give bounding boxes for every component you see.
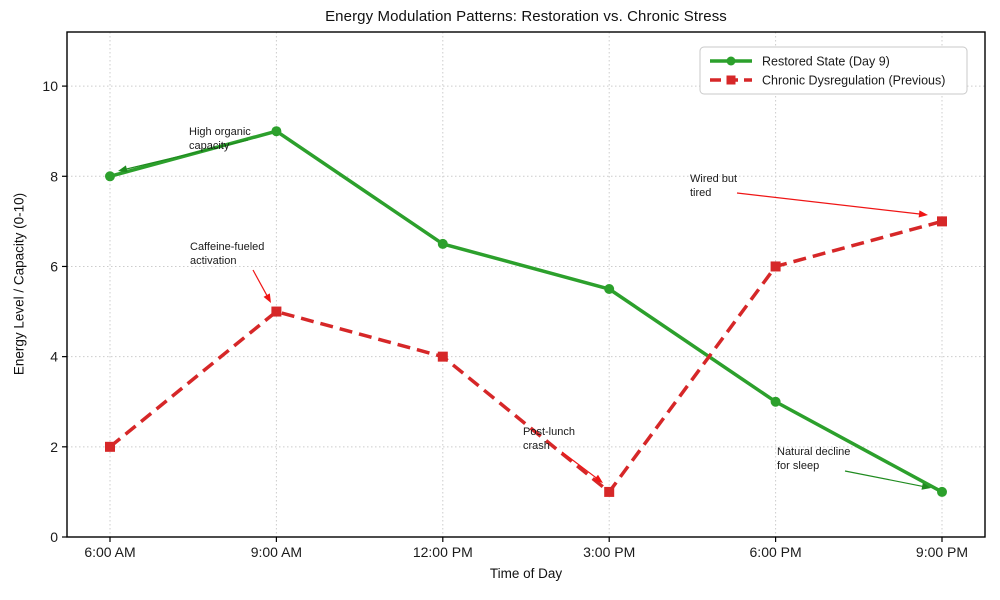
annotation-arrowhead [263, 293, 271, 303]
x-tick-label: 9:00 AM [251, 544, 302, 560]
gridlines [67, 32, 985, 538]
annotation-arrowhead [118, 165, 128, 173]
series-line-0 [109, 129, 943, 494]
data-point [437, 351, 448, 362]
axes: 6:00 AM 9:00 AM 12:00 PM 3:00 PM 6:00 PM 9:00… [42, 31, 986, 560]
annotation-arrowhead [593, 474, 603, 483]
y-tick-label: 6 [50, 258, 58, 274]
x-tick-label: 6:00 PM [750, 544, 802, 560]
annotation-text: Post-lunch crash [523, 426, 575, 452]
annotation-arrowhead [921, 482, 931, 490]
annotation-2: Post-lunch crash [523, 426, 603, 483]
x-axis-label: Time of Day [489, 566, 563, 581]
annotation-1: Caffeine-fueled activation [190, 241, 271, 303]
legend-box [699, 46, 968, 95]
data-point [937, 486, 947, 497]
legend-label: Restored State (Day 9) [762, 55, 890, 69]
y-tick-label: 2 [50, 439, 58, 455]
y-tick-label: 4 [50, 349, 58, 365]
data-point [271, 126, 282, 137]
data-point [604, 284, 615, 295]
data-point [105, 441, 115, 452]
annotation-arrow [561, 451, 599, 480]
legend-label: Chronic Dysregulation (Previous) [762, 74, 945, 88]
data-point [437, 238, 448, 249]
plot-border [66, 31, 986, 538]
annotation-text: Caffeine-fueled activation [190, 241, 264, 267]
x-tick-label: 6:00 AM [84, 544, 135, 560]
series-0 [105, 126, 947, 497]
legend-marker [726, 56, 736, 66]
annotation-text: Wired but tired [690, 173, 737, 199]
chart-title: Energy Modulation Patterns: Restoration … [325, 8, 727, 25]
annotation-0: High organic capacity [118, 126, 251, 173]
annotation-arrow [736, 192, 922, 215]
y-tick-label: 10 [42, 78, 58, 94]
series-1 [105, 216, 947, 497]
annotation-text: Natural decline for sleep [777, 446, 850, 472]
annotation-3: Wired but tired [690, 173, 928, 218]
annotation-arrow [844, 470, 925, 488]
annotation-text: High organic capacity [189, 126, 251, 152]
data-point [770, 396, 781, 407]
annotation-4: Natural decline for sleep [777, 446, 931, 490]
data-point [271, 306, 282, 317]
data-point [604, 486, 615, 497]
x-tick-label: 9:00 PM [916, 544, 968, 560]
annotation-arrow [123, 139, 249, 171]
series-line-1 [108, 219, 943, 494]
y-axis-label: Energy Level / Capacity (0-10) [11, 192, 27, 376]
data-point [770, 261, 781, 272]
y-tick-label: 0 [50, 529, 58, 545]
data-point [105, 171, 115, 182]
legend-marker [726, 75, 736, 85]
y-tick-label: 8 [50, 168, 58, 184]
annotation-arrow [252, 269, 269, 298]
x-tick-label: 3:00 PM [583, 544, 635, 560]
x-tick-label: 12:00 PM [413, 544, 473, 560]
legend: Restored State (Day 9) Chronic Dysregulat… [699, 46, 968, 95]
annotation-arrowhead [918, 210, 928, 218]
data-point [937, 216, 947, 227]
